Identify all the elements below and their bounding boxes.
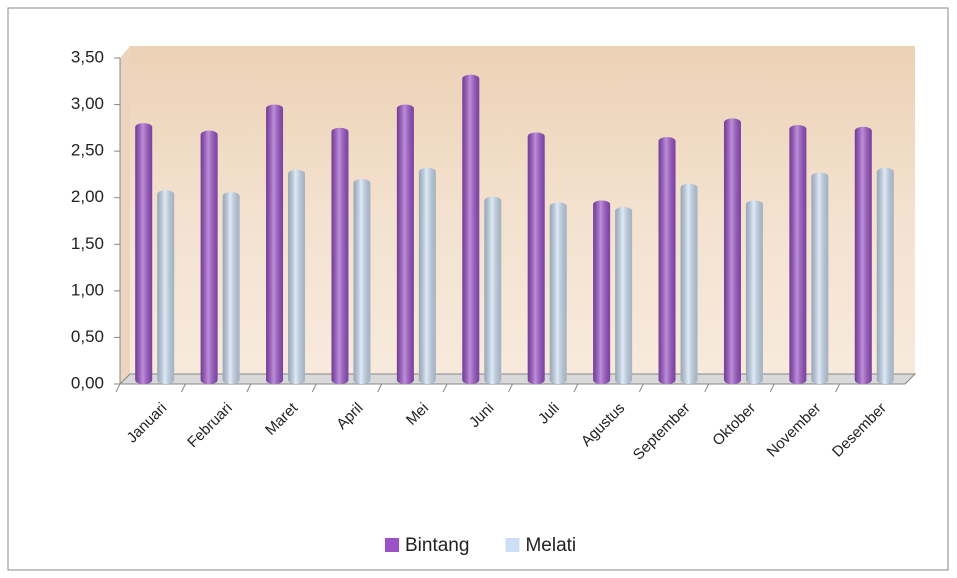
bar-shading [462,74,480,384]
bar-shading [396,104,414,385]
bar-shading [811,172,829,384]
legend-label: Bintang [405,535,469,556]
x-tick [442,383,448,393]
x-tick [377,383,383,393]
bar-shading [200,130,218,384]
x-tick [311,383,317,393]
bar-shading [135,123,153,384]
bar-shading [723,118,741,385]
y-tick-label: 3,50 [71,47,104,66]
y-tick-label: 1,00 [71,280,104,299]
x-tick [638,383,644,393]
y-tick-label: 2,00 [71,187,104,206]
x-tick [246,383,252,393]
bar-shading [876,167,894,384]
x-tick [573,383,579,393]
y-tick-label: 0,50 [71,327,104,346]
y-tick-label: 0,00 [71,373,104,392]
bar-shading [353,179,371,384]
bar-shading [266,104,284,385]
plot-back-wall [130,46,915,374]
bar-shading [484,196,502,384]
x-tick [115,383,121,393]
legend-swatch [385,538,399,552]
bar-shading [789,125,807,384]
x-tick [769,383,775,393]
y-tick-label: 3,00 [71,94,104,113]
y-tick-label: 2,50 [71,141,104,160]
plot-side-wall [120,46,130,384]
bar-shading [680,183,698,384]
bar-shading [331,127,349,384]
x-tick [180,383,186,393]
legend: Bintang Melati [385,535,576,556]
bar-shading [527,132,545,384]
bar-shading [288,169,306,384]
bar-shading [222,192,240,384]
legend-swatch [505,538,520,552]
bar-shading [658,137,676,384]
bar-shading [593,200,611,384]
y-tick-label: 1,50 [71,234,104,253]
x-tick [835,383,841,393]
bar-shading [549,202,567,384]
bar-shading [745,200,763,384]
bar-shading [157,190,175,384]
bar-shading [418,167,436,384]
bar-shading [854,126,872,384]
x-tick [704,383,710,393]
x-tick [508,383,513,393]
plot-area [135,74,894,385]
bar-shading [615,207,633,384]
legend-label: Melati [525,535,576,556]
